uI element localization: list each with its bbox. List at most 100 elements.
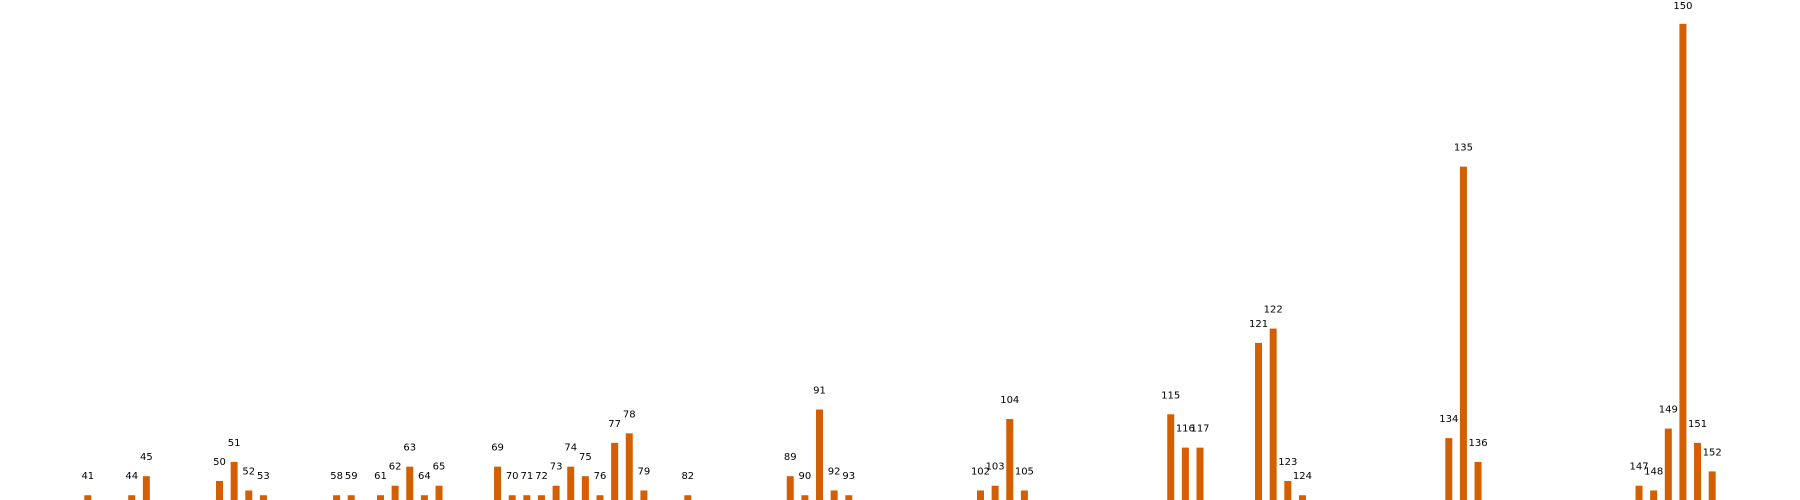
bar: [625, 433, 633, 500]
bar-label: 58: [330, 471, 343, 482]
bar-label: 105: [1015, 466, 1034, 477]
bar-label: 134: [1439, 414, 1458, 425]
bar-label: 102: [971, 466, 990, 477]
bar: [376, 495, 384, 500]
bar: [640, 490, 648, 500]
bar: [523, 495, 531, 500]
bar-label: 62: [389, 462, 402, 473]
bar-label: 71: [520, 471, 533, 482]
bar-label: 75: [579, 452, 592, 463]
bar: [259, 495, 267, 500]
bar: [1006, 419, 1014, 500]
bar: [684, 495, 692, 500]
bar: [406, 466, 414, 500]
bar: [216, 480, 224, 500]
bar: [142, 476, 150, 500]
bar-label: 77: [608, 419, 621, 430]
bar: [1445, 438, 1453, 500]
bar: [508, 495, 516, 500]
bar: [1269, 328, 1277, 500]
bar-label: 61: [374, 471, 387, 482]
bar: [1298, 495, 1306, 500]
bar: [830, 490, 838, 500]
bar: [991, 485, 999, 500]
bar-label: 76: [594, 471, 607, 482]
bar-label: 69: [491, 443, 504, 454]
bar: [1459, 166, 1467, 500]
bar: [1167, 414, 1175, 500]
bar: [845, 495, 853, 500]
bar-label: 63: [403, 443, 416, 454]
bar-label: 51: [228, 438, 241, 449]
bar-label: 79: [638, 466, 651, 477]
bar-label: 91: [813, 386, 826, 397]
bar-label: 115: [1161, 390, 1180, 401]
bar-label: 52: [242, 466, 255, 477]
bar: [1664, 428, 1672, 500]
bar-label: 104: [1000, 395, 1019, 406]
bar-label: 59: [345, 471, 358, 482]
bar-label: 70: [506, 471, 519, 482]
bar-label: 44: [125, 471, 138, 482]
bar-label: 103: [986, 462, 1005, 473]
bar: [128, 495, 136, 500]
bar-label: 41: [81, 471, 94, 482]
bar-label: 150: [1673, 1, 1692, 12]
bar-label: 82: [681, 471, 694, 482]
bar-label: 124: [1293, 471, 1312, 482]
bar: [1196, 447, 1204, 500]
bar: [347, 495, 355, 500]
bar: [1255, 342, 1263, 500]
bar: [1284, 480, 1292, 500]
bar-label: 74: [564, 443, 577, 454]
bar-label: 93: [842, 471, 855, 482]
bar: [420, 495, 428, 500]
bar: [435, 485, 443, 500]
bar-label: 151: [1688, 419, 1707, 430]
bar-label: 116: [1176, 424, 1195, 435]
bar: [1635, 485, 1643, 500]
bar: [552, 485, 560, 500]
bar-label: 53: [257, 471, 270, 482]
bar: [611, 442, 619, 500]
bar: [537, 495, 545, 500]
bar: [1181, 447, 1189, 500]
bar-label: 152: [1703, 447, 1722, 458]
bar-label: 121: [1249, 319, 1268, 330]
bar-label: 123: [1278, 457, 1297, 468]
bar: [801, 495, 809, 500]
bar: [816, 409, 824, 500]
bar: [391, 485, 399, 500]
bar: [976, 490, 984, 500]
bar: [1650, 490, 1658, 500]
bar-label: 148: [1644, 466, 1663, 477]
bar: [494, 466, 502, 500]
bar: [1679, 23, 1687, 500]
bar: [1694, 442, 1702, 500]
bar-label: 92: [828, 466, 841, 477]
bar-label: 64: [418, 471, 431, 482]
bar: [230, 461, 238, 500]
bar: [786, 476, 794, 500]
bar-label: 78: [623, 409, 636, 420]
bar-label: 45: [140, 452, 153, 463]
bar: [245, 490, 253, 500]
bar-label: 149: [1659, 405, 1678, 416]
bar: [581, 476, 589, 500]
bar: [596, 495, 604, 500]
bar-label: 65: [433, 462, 446, 473]
bar-label: 136: [1469, 438, 1488, 449]
bar-label: 73: [550, 462, 563, 473]
bar-label: 117: [1190, 424, 1209, 435]
bar: [567, 466, 575, 500]
bar-label: 135: [1454, 143, 1473, 154]
bar: [333, 495, 341, 500]
bar: [84, 495, 92, 500]
bar: [1708, 471, 1716, 500]
bar-label: 89: [784, 452, 797, 463]
bar-label: 147: [1629, 462, 1648, 473]
bar-label: 90: [799, 471, 812, 482]
bar-label: 50: [213, 457, 226, 468]
bar-label: 122: [1264, 305, 1283, 316]
